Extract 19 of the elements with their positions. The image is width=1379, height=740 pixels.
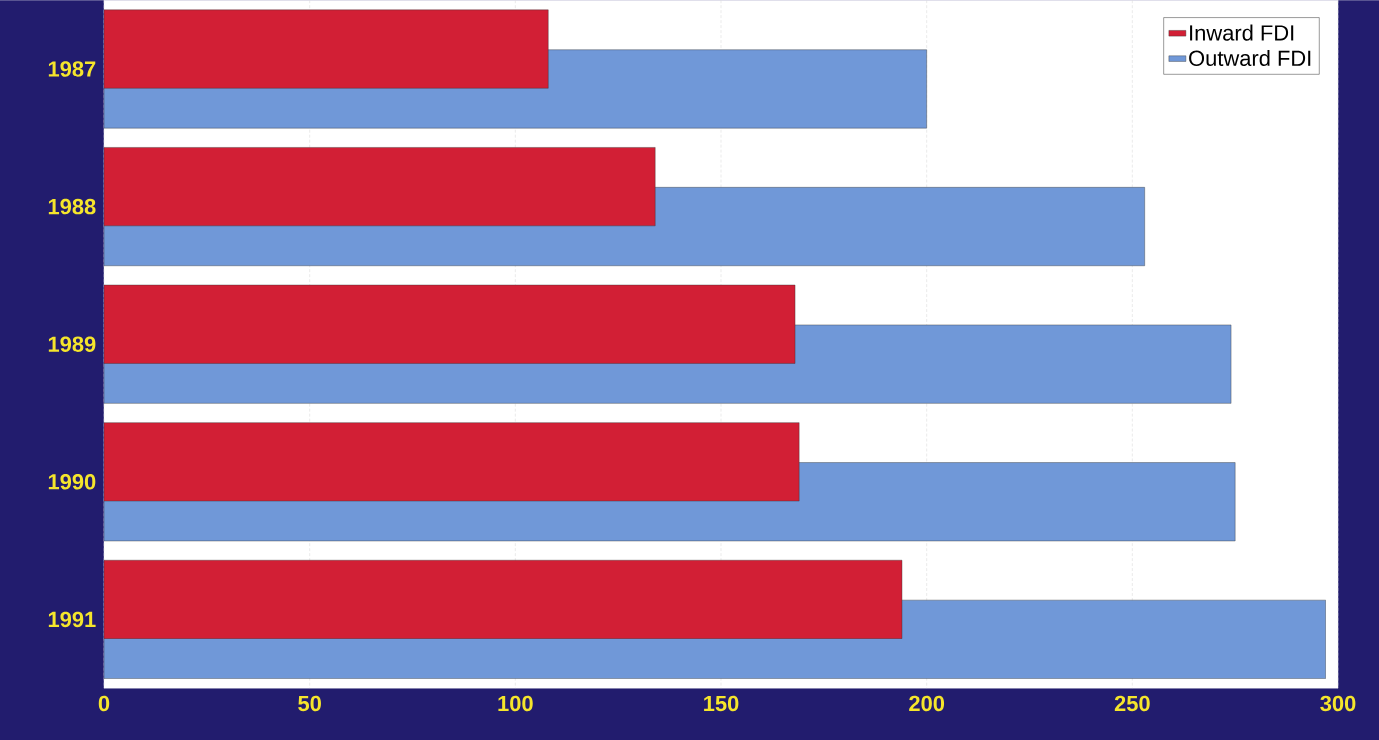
bar [104, 422, 800, 502]
y-tick-label: 1990 [48, 473, 96, 490]
bar [104, 9, 549, 89]
bar [104, 284, 796, 364]
bar [104, 559, 903, 639]
x-tick-label: 250 [1114, 695, 1150, 712]
x-tick-label: 200 [909, 695, 945, 712]
y-tick-label: 1988 [48, 198, 96, 215]
bar [104, 147, 656, 226]
y-tick-label: 1991 [48, 611, 96, 628]
y-tick-label: 1987 [48, 61, 96, 77]
x-tick-label: 100 [498, 695, 533, 712]
legend-label: Outward FDI [1189, 49, 1311, 66]
legend-label: Inward FDI [1190, 24, 1294, 41]
x-tick-label: 0 [98, 695, 110, 712]
x-tick-label: 50 [298, 695, 321, 712]
y-tick-label: 1989 [48, 336, 96, 352]
x-tick-label: 150 [704, 695, 739, 712]
x-tick-label: 300 [1320, 695, 1356, 712]
